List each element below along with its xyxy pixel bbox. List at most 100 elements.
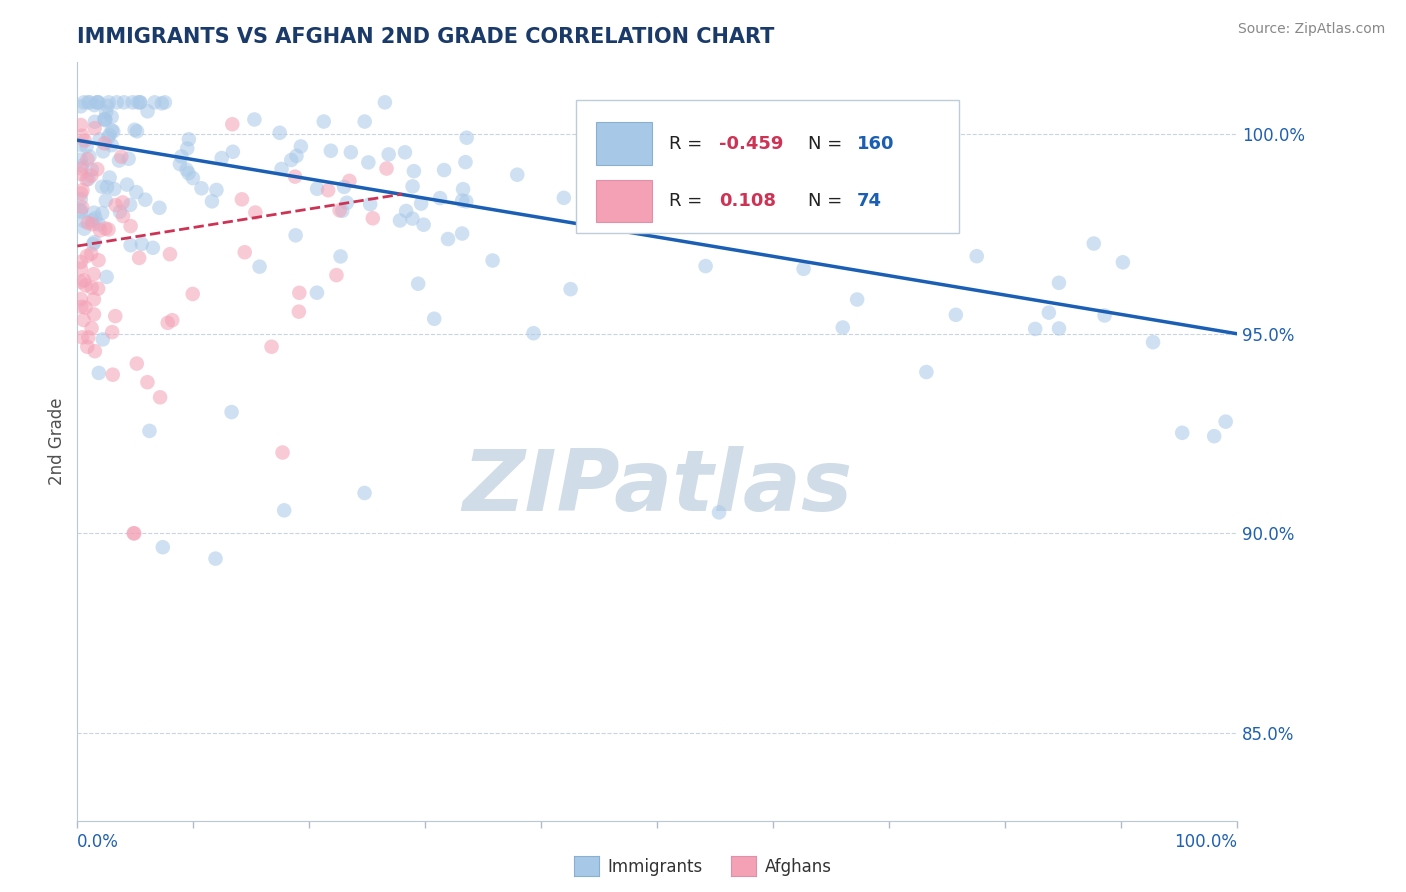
- Point: [69, 192, 91, 206]
- Text: N =: N =: [808, 192, 848, 211]
- Point: [233, 245, 256, 260]
- Point: [437, 232, 460, 246]
- Point: [82, 213, 104, 227]
- Point: [374, 95, 396, 110]
- Point: [69, 167, 91, 181]
- Point: [70, 159, 93, 173]
- Point: [96, 99, 118, 113]
- Point: [634, 154, 657, 169]
- Point: [359, 197, 381, 211]
- Point: [260, 340, 283, 354]
- Point: [97, 95, 120, 110]
- Point: [451, 227, 474, 241]
- Point: [89, 132, 111, 146]
- Point: [388, 213, 411, 227]
- Point: [105, 95, 128, 110]
- Point: [190, 181, 212, 195]
- Point: [73, 221, 96, 235]
- Point: [915, 365, 938, 379]
- Point: [96, 180, 118, 194]
- Point: [70, 128, 93, 143]
- Point: [121, 95, 143, 110]
- Point: [129, 95, 152, 110]
- Point: [80, 246, 103, 260]
- Point: [83, 267, 105, 281]
- Point: [271, 445, 294, 459]
- Point: [93, 136, 115, 151]
- Point: [87, 366, 110, 380]
- Text: ZIPatlas: ZIPatlas: [463, 445, 852, 529]
- Point: [204, 551, 226, 566]
- Point: [411, 196, 433, 211]
- Point: [69, 255, 91, 269]
- Point: [82, 237, 104, 252]
- Point: [91, 179, 114, 194]
- Point: [249, 260, 271, 274]
- Point: [69, 153, 91, 167]
- Point: [77, 330, 100, 344]
- Point: [70, 330, 93, 344]
- Point: [69, 99, 91, 113]
- Point: [72, 183, 94, 197]
- Text: 160: 160: [856, 135, 894, 153]
- Point: [69, 118, 91, 132]
- Point: [94, 113, 117, 128]
- Point: [136, 376, 159, 390]
- Point: [96, 269, 118, 284]
- Y-axis label: 2nd Grade: 2nd Grade: [48, 398, 66, 485]
- Point: [273, 503, 295, 517]
- Point: [84, 211, 107, 225]
- Point: [111, 195, 134, 210]
- Point: [177, 166, 200, 180]
- Point: [83, 235, 105, 250]
- Point: [1047, 321, 1070, 335]
- Point: [429, 191, 451, 205]
- Point: [211, 151, 233, 165]
- Point: [319, 144, 342, 158]
- Point: [330, 203, 353, 218]
- Point: [69, 275, 91, 289]
- Point: [80, 281, 103, 295]
- Point: [131, 236, 153, 251]
- Point: [1204, 429, 1226, 443]
- Point: [91, 332, 114, 346]
- Point: [108, 204, 131, 219]
- Point: [73, 134, 96, 148]
- Point: [76, 249, 98, 263]
- Point: [1038, 305, 1060, 319]
- Point: [221, 405, 243, 419]
- Point: [110, 150, 132, 164]
- Point: [80, 321, 103, 335]
- Point: [312, 114, 335, 128]
- Point: [73, 273, 96, 287]
- Point: [284, 228, 307, 243]
- Point: [205, 183, 228, 197]
- Point: [176, 162, 198, 177]
- Point: [456, 194, 478, 209]
- Point: [156, 316, 179, 330]
- Point: [86, 95, 108, 110]
- Point: [83, 121, 105, 136]
- Point: [70, 137, 93, 152]
- Point: [103, 182, 125, 196]
- Point: [288, 304, 311, 318]
- Point: [176, 141, 198, 155]
- Text: R =: R =: [669, 135, 707, 153]
- Point: [401, 179, 423, 194]
- FancyBboxPatch shape: [576, 100, 959, 233]
- Point: [506, 168, 529, 182]
- Point: [606, 176, 628, 190]
- Point: [831, 320, 853, 334]
- Point: [104, 309, 127, 323]
- Point: [142, 241, 165, 255]
- Point: [122, 526, 145, 541]
- Point: [100, 138, 122, 153]
- Point: [522, 326, 544, 341]
- Point: [846, 293, 869, 307]
- Text: N =: N =: [808, 135, 848, 153]
- Point: [87, 253, 110, 268]
- Text: 0.108: 0.108: [718, 192, 776, 211]
- Point: [481, 253, 503, 268]
- Point: [115, 178, 138, 192]
- Point: [695, 259, 717, 273]
